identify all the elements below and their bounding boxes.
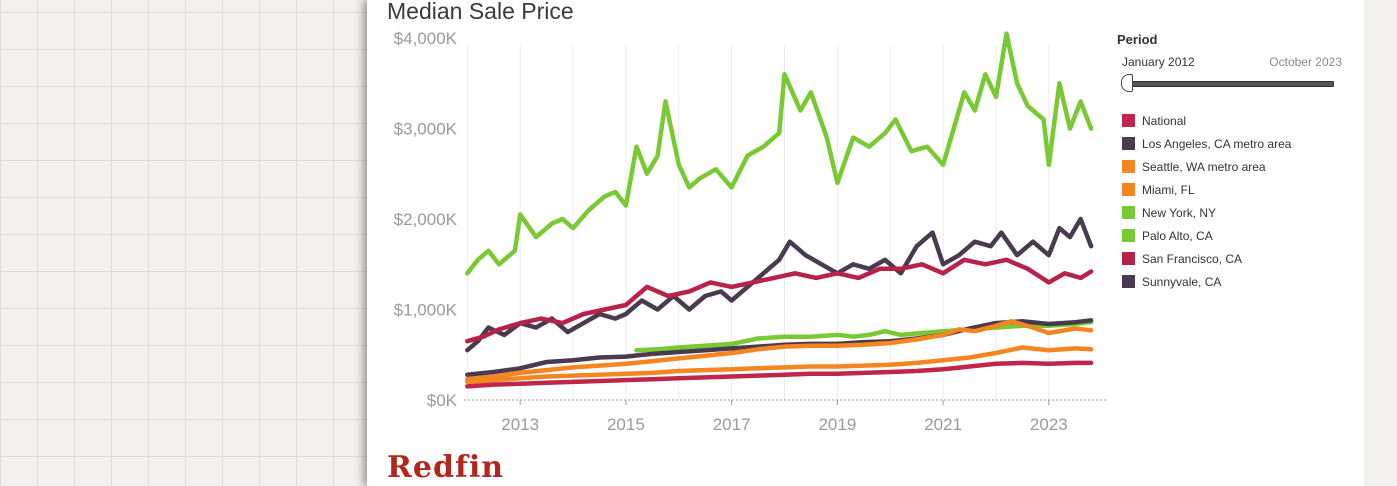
series-line [465,345,1094,385]
legend-item[interactable]: Miami, FL [1117,178,1352,201]
y-tick-label: $2,000K [394,210,458,229]
legend-label: Los Angeles, CA metro area [1142,136,1292,151]
x-tick-label: 2017 [713,415,751,434]
x-tick-label: 2015 [607,415,645,434]
legend-label: San Francisco, CA [1142,251,1243,266]
legend-item[interactable]: Sunnyvale, CA [1117,270,1352,293]
legend-item[interactable]: Los Angeles, CA metro area [1117,132,1352,155]
y-tick-label: $0K [427,391,458,410]
legend-item[interactable]: National [1117,109,1352,132]
legend-label: New York, NY [1142,205,1217,220]
period-title: Period [1117,32,1158,47]
chart-title: Median Sale Price [387,0,574,24]
x-tick-label: 2023 [1030,415,1068,434]
period-end-label: October 2023 [1269,55,1342,69]
y-tick-label: $4,000K [394,29,458,48]
legend-item[interactable]: Palo Alto, CA [1117,224,1352,247]
chart-panel: Median Sale Price $0K $1,000K $2,000K $3,00… [367,0,1364,486]
series-line [465,319,1094,382]
series-line [465,360,1094,389]
legend-swatch [1122,137,1135,150]
legend-swatch [1122,252,1135,265]
line-chart: $0K $1,000K $2,000K $3,000K $4,000K 2013 2015 2… [394,29,1107,434]
period-slider-track[interactable] [1127,81,1334,87]
legend-swatch [1122,206,1135,219]
series-line [465,31,1094,276]
x-tick-label: 2013 [501,415,539,434]
legend-label: Palo Alto, CA [1142,228,1213,243]
x-tick-label: 2019 [818,415,856,434]
period-slider[interactable] [1117,74,1352,92]
period-slider-handle[interactable] [1121,74,1133,92]
legend-swatch [1122,183,1135,196]
period-labels: January 2012 October 2023 [1117,55,1352,73]
legend-label: Miami, FL [1142,182,1195,197]
legend-label: Seattle, WA metro area [1142,159,1266,174]
y-tick-label: $3,000K [394,120,458,139]
legend-swatch [1122,160,1135,173]
x-tick-label: 2021 [924,415,962,434]
legend-item[interactable]: San Francisco, CA [1117,247,1352,270]
legend-swatch [1122,114,1135,127]
period-start-label: January 2012 [1122,55,1195,69]
series-line [465,216,1094,353]
series-line [634,319,1094,353]
redfin-logo: Redfin [387,450,505,485]
legend-swatch [1122,229,1135,242]
background-edge [1364,0,1397,486]
legend-swatch [1122,275,1135,288]
legend-panel: Period January 2012 October 2023 Nationa… [1117,32,1352,293]
legend-label: Sunnyvale, CA [1142,274,1222,289]
legend-item[interactable]: Seattle, WA metro area [1117,155,1352,178]
y-tick-label: $1,000K [394,301,458,320]
legend-item[interactable]: New York, NY [1117,201,1352,224]
legend-label: National [1142,113,1187,128]
legend-list: National Los Angeles, CA metro area Seat… [1117,109,1352,293]
series-line [465,257,1094,344]
